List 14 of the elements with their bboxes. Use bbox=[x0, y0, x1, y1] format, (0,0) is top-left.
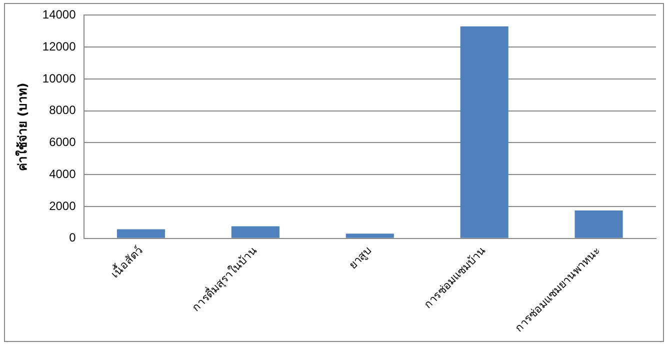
y-tick-label: 8000 bbox=[49, 103, 76, 118]
y-tick-label: 12000 bbox=[42, 39, 76, 54]
y-tick-label: 2000 bbox=[49, 198, 76, 213]
y-tick-label: 4000 bbox=[49, 166, 76, 181]
y-tick-label: 0 bbox=[69, 230, 76, 245]
bar bbox=[346, 234, 394, 238]
y-tick-label: 14000 bbox=[42, 8, 76, 22]
y-axis-title: ค่าใช้จ่าย (บาท) bbox=[14, 82, 30, 171]
bar bbox=[460, 26, 508, 238]
y-tick-label: 10000 bbox=[42, 71, 76, 86]
y-tick-label: 6000 bbox=[49, 135, 76, 150]
bar bbox=[116, 229, 166, 238]
bar bbox=[574, 210, 623, 238]
bar bbox=[231, 226, 280, 238]
